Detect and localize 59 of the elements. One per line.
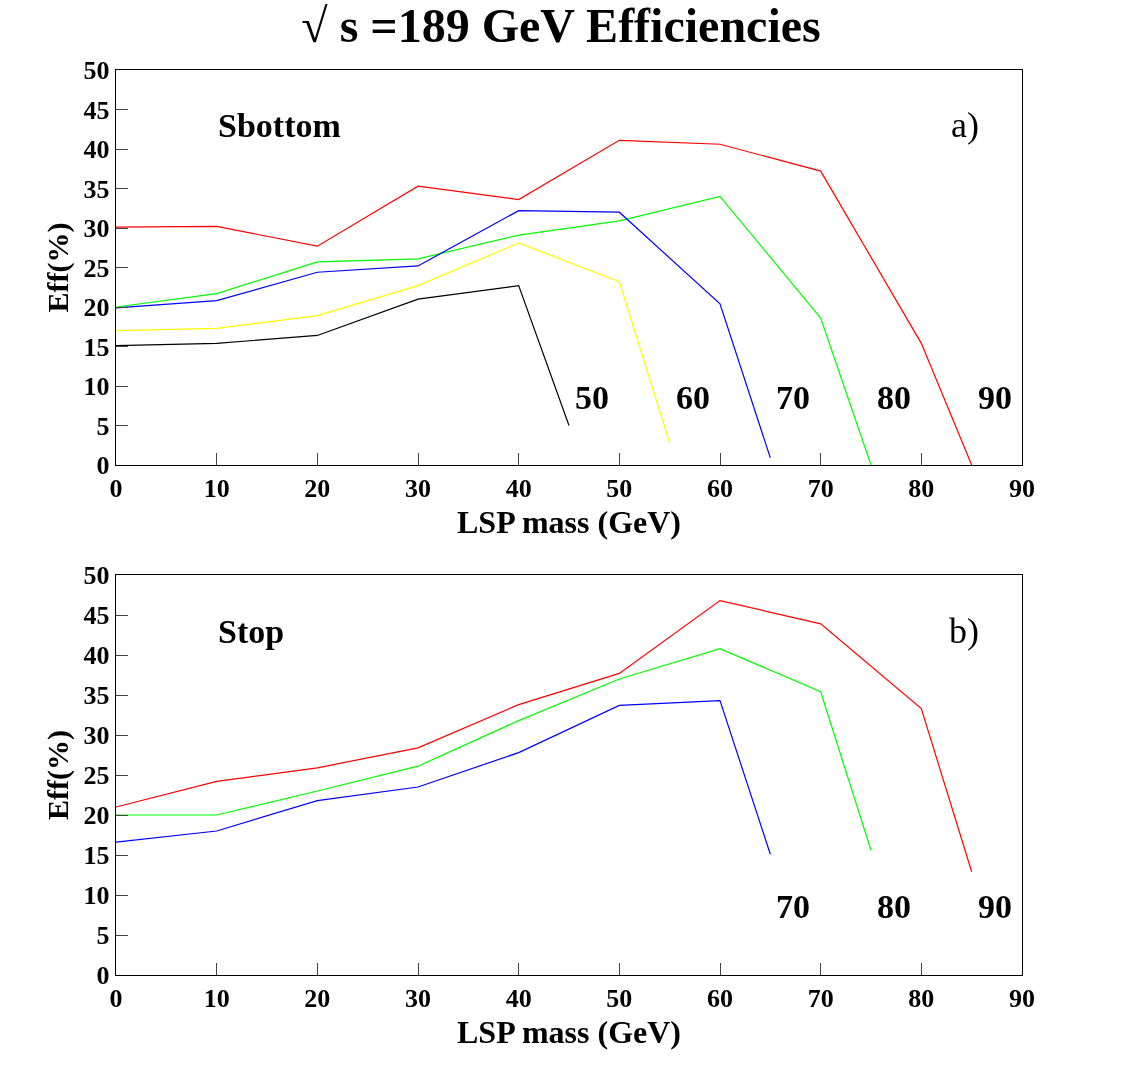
x-tick-label: 50 bbox=[606, 474, 633, 504]
annotation: a) bbox=[951, 105, 979, 145]
y-tick-label: 35 bbox=[83, 174, 110, 204]
y-tick-label: 50 bbox=[83, 56, 110, 86]
series-label: 60 bbox=[676, 379, 710, 416]
series-label: 80 bbox=[877, 888, 911, 925]
y-tick-label: 35 bbox=[83, 681, 110, 711]
annotation: b) bbox=[949, 611, 979, 651]
x-tick-label: 10 bbox=[203, 474, 230, 504]
x-tick-label: 70 bbox=[807, 984, 834, 1014]
x-tick-label: 60 bbox=[707, 984, 733, 1014]
y-tick-label: 45 bbox=[83, 601, 110, 631]
x-tick-label: 60 bbox=[707, 474, 733, 504]
x-tick-label: 70 bbox=[807, 474, 834, 504]
x-tick-label: 40 bbox=[505, 984, 532, 1014]
y-tick-label: 10 bbox=[83, 881, 110, 911]
annotation: Stop bbox=[218, 613, 285, 650]
line-series bbox=[116, 242, 671, 444]
x-tick-label: 20 bbox=[304, 474, 331, 504]
y-tick-label: 40 bbox=[83, 135, 110, 165]
annotation: Sbottom bbox=[218, 107, 341, 144]
series-label: 70 bbox=[776, 888, 810, 925]
y-tick-label: 30 bbox=[83, 721, 110, 751]
y-tick-label: 30 bbox=[83, 214, 110, 244]
y-tick-label: 0 bbox=[96, 961, 110, 991]
y-tick-label: 0 bbox=[96, 451, 110, 481]
line-series bbox=[116, 700, 771, 855]
x-tick-label: 50 bbox=[606, 984, 633, 1014]
x-tick-label: 90 bbox=[1009, 474, 1035, 504]
chart-title: √ s =189 GeV Efficiencies bbox=[301, 0, 821, 52]
y-tick-label: 20 bbox=[83, 293, 110, 323]
y-tick-label: 5 bbox=[96, 411, 110, 441]
y-tick-label: 15 bbox=[83, 332, 110, 362]
series-label: 70 bbox=[776, 379, 810, 416]
series-label: 80 bbox=[877, 379, 911, 416]
x-tick-label: 30 bbox=[405, 474, 431, 504]
y-tick-label: 10 bbox=[83, 372, 110, 402]
y-axis-title: Eff(%) bbox=[40, 730, 75, 820]
y-axis-title: Eff(%) bbox=[40, 222, 75, 313]
y-tick-label: 40 bbox=[83, 641, 110, 671]
x-tick-label: 10 bbox=[203, 984, 230, 1014]
x-tick-label: 90 bbox=[1009, 984, 1035, 1014]
y-tick-label: 15 bbox=[83, 841, 110, 871]
y-tick-label: 25 bbox=[83, 761, 110, 791]
y-tick-label: 25 bbox=[83, 253, 110, 283]
series-label: 90 bbox=[978, 379, 1012, 416]
y-tick-label: 50 bbox=[83, 561, 110, 591]
x-axis-title: LSP mass (GeV) bbox=[457, 1014, 681, 1051]
x-tick-label: 20 bbox=[304, 984, 331, 1014]
x-tick-label: 40 bbox=[505, 474, 532, 504]
x-tick-label: 80 bbox=[908, 474, 935, 504]
series-label: 50 bbox=[575, 379, 609, 416]
x-tick-label: 30 bbox=[405, 984, 431, 1014]
x-tick-label: 80 bbox=[908, 984, 935, 1014]
y-tick-label: 5 bbox=[96, 921, 110, 951]
x-axis-title: LSP mass (GeV) bbox=[457, 504, 681, 541]
y-tick-label: 20 bbox=[83, 801, 110, 831]
series-label: 90 bbox=[978, 888, 1012, 925]
y-tick-label: 45 bbox=[83, 95, 110, 125]
